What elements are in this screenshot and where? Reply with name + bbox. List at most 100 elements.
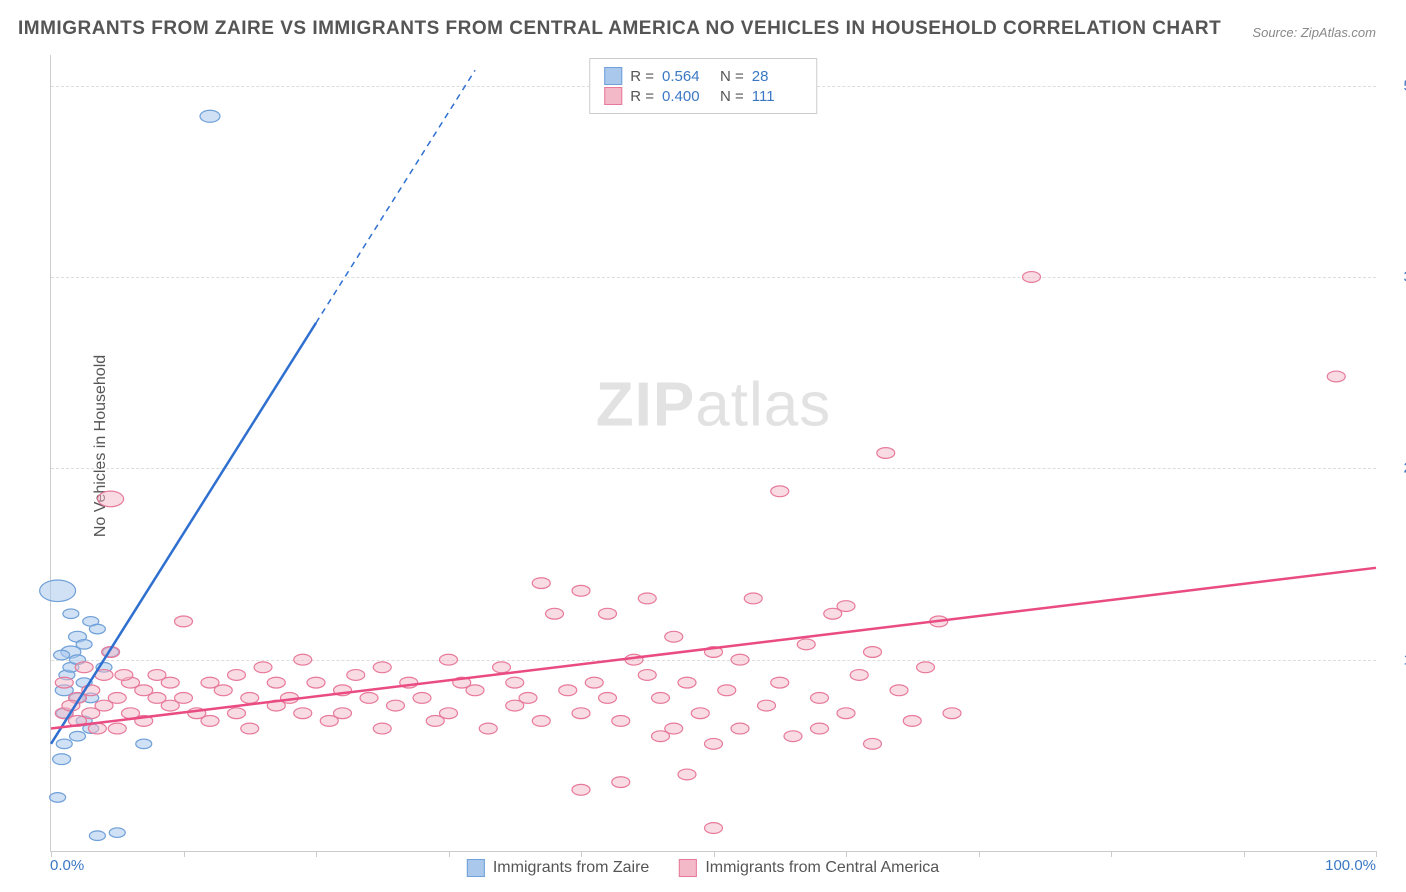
data-point [294,654,312,665]
data-point [115,670,133,681]
data-point [136,739,152,749]
n-value: 28 [752,68,802,85]
data-point [864,647,882,658]
r-label: R = [630,88,654,105]
data-point [373,723,391,734]
data-point [731,654,749,665]
source-credit: Source: ZipAtlas.com [1252,25,1376,40]
data-point [665,631,683,642]
data-point [89,624,105,634]
data-point [731,723,749,734]
data-point [506,677,524,688]
data-point [771,677,789,688]
data-point [241,693,259,704]
stats-legend-row: R =0.400N =111 [604,87,802,105]
legend-swatch [679,859,697,877]
data-point [161,677,179,688]
data-point [56,739,72,749]
n-value: 111 [752,88,802,105]
data-point [797,639,815,650]
data-point [903,715,921,726]
data-point [837,601,855,612]
data-point [89,831,105,841]
data-point [705,738,723,749]
data-point [519,693,537,704]
data-point [108,693,126,704]
x-tick [184,851,185,857]
data-point [599,693,617,704]
data-point [1023,272,1041,283]
data-point [479,723,497,734]
data-point [334,708,352,719]
data-point [599,608,617,619]
y-tick-label: 37.5% [1386,268,1406,285]
data-point [413,693,431,704]
data-point [612,715,630,726]
data-point [360,693,378,704]
legend-swatch [604,87,622,105]
trend-line [51,568,1376,729]
data-point [53,754,71,765]
data-point [890,685,908,696]
y-tick-label: 50.0% [1386,77,1406,94]
data-point [75,662,93,673]
data-point [691,708,709,719]
data-point [214,685,232,696]
data-point [228,708,246,719]
data-point [373,662,391,673]
data-point [55,677,73,688]
data-point [440,654,458,665]
data-point [254,662,272,673]
x-tick [979,851,980,857]
y-tick-label: 12.5% [1386,651,1406,668]
data-point [40,580,76,602]
data-point [864,738,882,749]
data-point [784,731,802,742]
data-point [758,700,776,711]
chart-plot-area: ZIPatlas 12.5%25.0%37.5%50.0% [50,55,1376,852]
data-point [612,777,630,788]
data-point [718,685,736,696]
data-point [54,650,70,660]
legend-swatch [467,859,485,877]
data-point [837,708,855,719]
series-legend-item: Immigrants from Zaire [467,859,649,877]
data-point [175,693,193,704]
data-point [267,677,285,688]
series-group [40,110,220,840]
data-point [678,677,696,688]
data-point [811,693,829,704]
data-point [877,448,895,459]
source-label: Source: [1252,25,1297,40]
x-tick [581,851,582,857]
x-tick [1111,851,1112,857]
data-point [466,685,484,696]
data-point [109,828,125,838]
series-name: Immigrants from Central America [705,859,939,877]
x-tick [1244,851,1245,857]
data-point [1327,371,1345,382]
y-tick-label: 25.0% [1386,460,1406,477]
data-point [201,715,219,726]
x-axis-max-label: 100.0% [1325,857,1376,874]
data-point [294,708,312,719]
data-point [744,593,762,604]
data-point [665,723,683,734]
data-point [811,723,829,734]
x-tick [846,851,847,857]
data-point [917,662,935,673]
data-point [572,784,590,795]
data-point [200,110,220,122]
data-point [532,578,550,589]
data-point [63,609,79,619]
r-value: 0.564 [662,68,712,85]
data-point [638,593,656,604]
data-point [532,715,550,726]
data-point [108,723,126,734]
data-point [440,708,458,719]
x-tick [714,851,715,857]
data-point [678,769,696,780]
series-group [55,272,1345,834]
data-point [175,616,193,627]
series-legend: Immigrants from Zaire Immigrants from Cen… [467,859,939,877]
